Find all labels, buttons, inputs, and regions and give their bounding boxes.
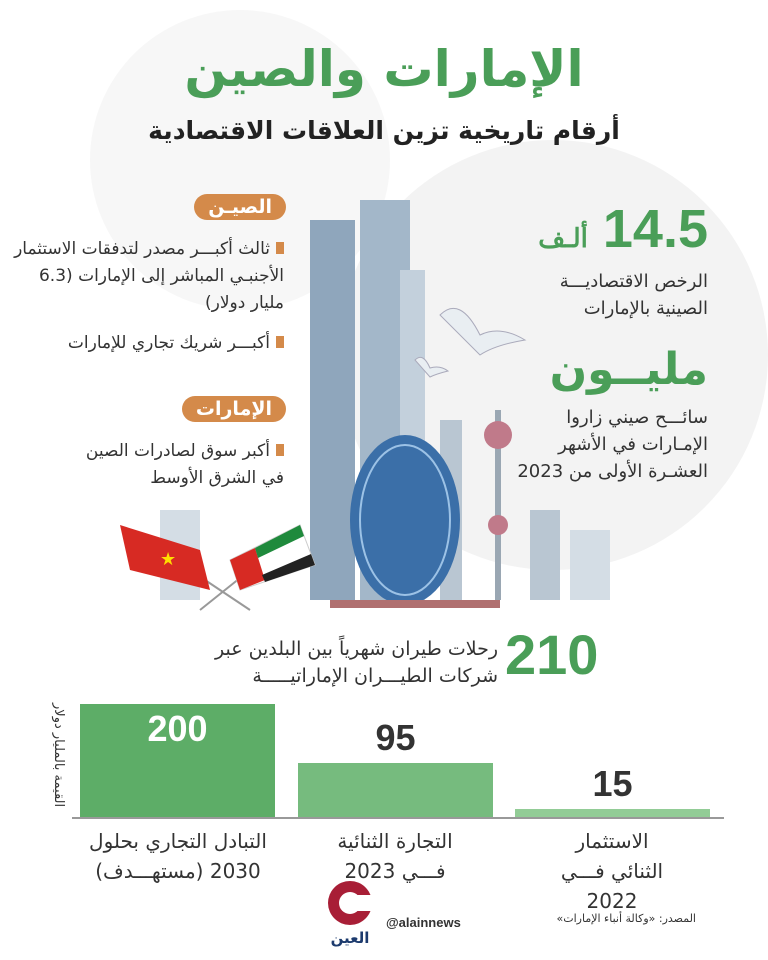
social-handle: @alainnews xyxy=(386,915,461,930)
bar-value-label: 95 xyxy=(375,717,416,759)
bar: 95 xyxy=(298,717,493,817)
stat-tourists-desc: سائـــح صيني زاروا الإمـارات في الأشهر ا… xyxy=(517,407,708,482)
stat-flights-desc: رحلات طيران شهرياً بين البلدين عبر شركات… xyxy=(214,638,498,687)
bar-value-label: 15 xyxy=(592,762,633,804)
x-axis-line xyxy=(72,817,724,819)
page-subtitle: أرقام تاريخية تزين العلاقات الاقتصادية xyxy=(148,116,620,145)
bar: 200 xyxy=(80,704,275,817)
china-label: الصيـن xyxy=(194,194,286,220)
alain-logo: العين xyxy=(328,881,372,947)
bar-value-label: 200 xyxy=(147,708,208,749)
logo-text: العين xyxy=(331,929,370,947)
bar-category-label: الاستثمار الثنائي فـــي 2022 xyxy=(560,829,664,913)
stat-licenses-desc: الرخص الاقتصاديـــة الصينية بالإمارات xyxy=(559,271,708,319)
source-note: المصدر: «وكالة أنباء الإمارات» xyxy=(556,912,696,925)
svg-text:★: ★ xyxy=(160,549,176,570)
y-axis-label: القيمة بالمليار دولار xyxy=(51,702,66,808)
bar: 15 xyxy=(515,763,710,817)
uae-label: الإمارات xyxy=(181,396,286,422)
flags: ★ xyxy=(120,524,316,611)
stat-value: 14.5 xyxy=(602,199,708,259)
stat-flights-value: 210 xyxy=(505,623,599,686)
skyline-illustration: ★ xyxy=(120,200,610,611)
page-title: الإمارات والصين xyxy=(184,40,584,98)
stat-tourists-value: مليــون xyxy=(549,344,708,395)
stat-licenses-value: 14.5 ألـف xyxy=(538,198,708,260)
bar-category-label: التجارة الثنائية فـــي 2023 xyxy=(337,829,453,883)
stat-unit: ألـف xyxy=(538,223,588,253)
uae-item: أكبر سوق لصادرات الصين في الشرق الأوسط xyxy=(64,438,284,492)
china-item: ثالث أكبـــر مصدر لتدفقات الاستثمار الأج… xyxy=(14,236,284,317)
china-item: أكبـــر شريك تجاري للإمارات xyxy=(14,330,284,357)
bar-category-label: التبادل التجاري بحلول 2030 (مستهـــدف) xyxy=(89,829,267,883)
